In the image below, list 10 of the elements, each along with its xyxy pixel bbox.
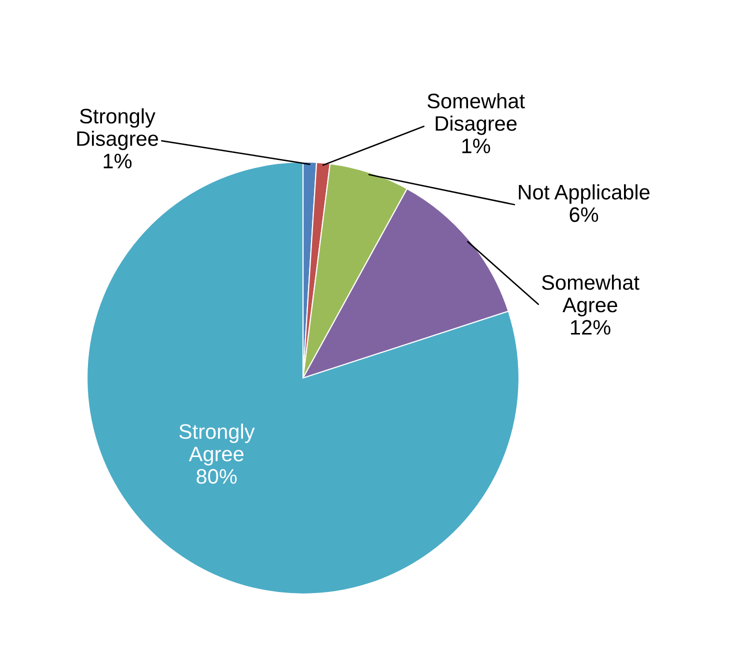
data-label: 6% [570, 207, 598, 222]
data-label: 1% [462, 138, 490, 154]
slice-label: Strongly Agree [179, 424, 255, 466]
slice-label: Strongly Disagree [77, 108, 158, 150]
slice-label: Somewhat Agree [542, 274, 640, 316]
slice-label: Somewhat Disagree [428, 93, 525, 135]
data-label: 12% [571, 320, 610, 335]
slice-label: Not Applicable [518, 184, 650, 204]
data-label: 1% [104, 154, 132, 168]
data-label: 80% [196, 469, 237, 484]
